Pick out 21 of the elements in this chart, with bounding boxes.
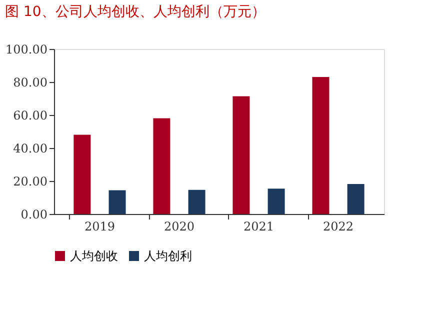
x-tick-label: 2022 — [323, 220, 354, 234]
bar — [312, 77, 330, 214]
y-tick-label: 0.00 — [20, 208, 48, 222]
bar — [74, 134, 91, 214]
legend-label: 人均创利 — [144, 249, 192, 263]
y-tick-label: 100.00 — [6, 42, 48, 56]
y-tick-label: 60.00 — [13, 108, 48, 122]
chart-title: 图 10、公司人均创收、人均创利（万元） — [5, 4, 266, 20]
y-tick-label: 20.00 — [13, 174, 48, 188]
bar — [188, 190, 206, 214]
x-tick-label: 2021 — [243, 220, 274, 234]
x-tick-label: 2020 — [164, 220, 195, 234]
bar — [232, 96, 250, 214]
y-tick-label: 80.00 — [13, 76, 48, 90]
legend-label: 人均创收 — [70, 249, 118, 263]
y-tick-label: 40.00 — [13, 142, 48, 156]
bar — [153, 118, 170, 214]
bar — [268, 188, 285, 214]
x-tick-label: 2019 — [84, 220, 115, 234]
bar — [347, 184, 364, 214]
bar — [108, 190, 126, 214]
